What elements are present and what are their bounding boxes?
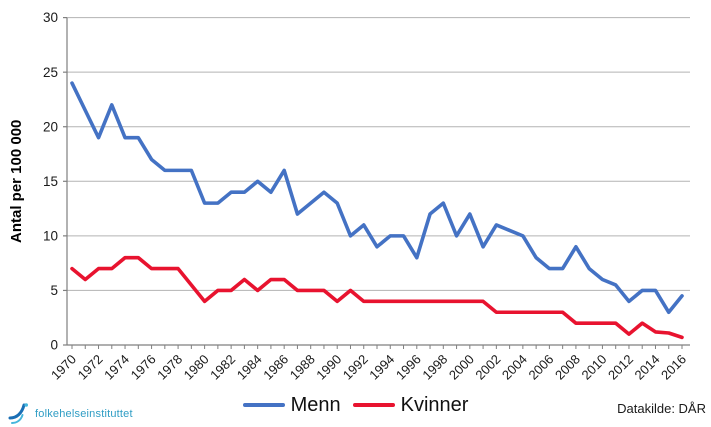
fhi-logo-icon (8, 403, 29, 424)
legend: Menn Kvinner (0, 390, 711, 420)
x-tick-label: 1998 (419, 352, 450, 383)
x-tick-label: 1984 (234, 352, 265, 383)
x-tick-label: 2004 (499, 352, 530, 383)
x-tick-label: 2014 (632, 352, 663, 383)
legend-entry-kvinner: Kvinner (352, 394, 469, 416)
legend-label-menn: Menn (290, 394, 341, 416)
y-tick-label: 5 (50, 283, 58, 298)
y-tick-label: 30 (43, 10, 58, 25)
x-tick-label: 2012 (605, 352, 636, 383)
y-tick-label: 10 (43, 228, 58, 243)
x-tick-label: 1994 (366, 352, 397, 383)
x-tick-label: 2010 (578, 352, 609, 383)
x-tick-label: 1992 (340, 352, 371, 383)
x-tick-label: 1972 (75, 352, 106, 383)
fhi-logo-text: folkehelseinstituttet (35, 408, 133, 420)
data-source: Datakilde: DÅR (617, 401, 706, 416)
x-tick-label: 2000 (446, 352, 477, 383)
y-tick-label: 20 (43, 119, 58, 134)
y-tick-label: 25 (43, 65, 58, 80)
x-tick-label: 1988 (287, 352, 318, 383)
x-tick-label: 1980 (181, 352, 212, 383)
line-chart: 0 5 10 15 20 25 30 1970197219741976197819801982… (8, 10, 690, 383)
x-tick-label: 2002 (472, 352, 503, 383)
x-tick-label: 2016 (658, 352, 689, 383)
series-line-kvinner (70, 255, 684, 340)
legend-label-kvinner: Kvinner (400, 394, 469, 416)
x-tick-label: 1990 (313, 352, 344, 383)
series-line-menn (70, 81, 684, 315)
fhi-logo: folkehelseinstituttet (8, 402, 133, 426)
x-tick-label: 1976 (128, 352, 159, 383)
legend-swatch-kvinner (352, 403, 395, 407)
x-tick-label: 1982 (207, 352, 238, 383)
x-tick-label: 1974 (101, 352, 132, 383)
y-tick-label: 15 (43, 174, 58, 189)
x-tick-label: 2006 (525, 352, 556, 383)
y-axis-title: Antal per 100 000 (8, 120, 25, 243)
x-tick-label: 1978 (154, 352, 185, 383)
x-tick-label: 1970 (48, 352, 79, 383)
legend-entry-menn: Menn (242, 394, 341, 416)
x-tick-label: 1986 (260, 352, 291, 383)
x-tick-label: 2008 (552, 352, 583, 383)
y-tick-label: 0 (50, 338, 58, 353)
x-tick-label: 1996 (393, 352, 424, 383)
legend-swatch-menn (242, 403, 285, 407)
